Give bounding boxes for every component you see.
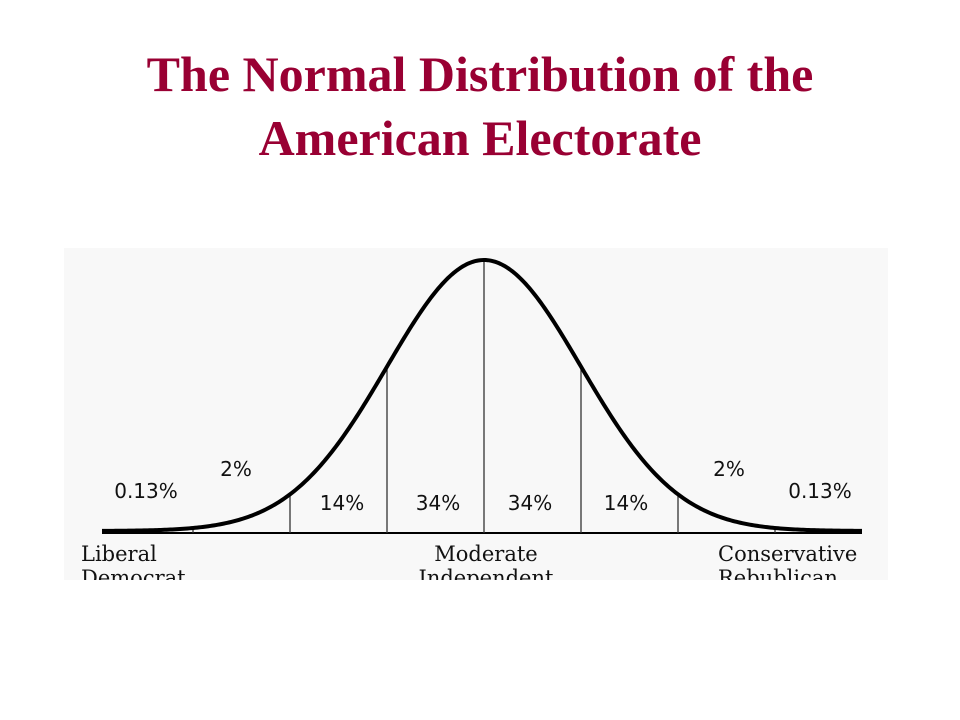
segment-label-right-14: 14%: [604, 491, 648, 515]
axis-label-conservative-2: Rebublican: [718, 566, 838, 580]
segment-label-right-2: 2%: [713, 457, 745, 481]
title-line-1: The Normal Distribution of the: [146, 46, 814, 102]
segment-label-left-2: 2%: [220, 457, 252, 481]
title-line-2: American Electorate: [258, 110, 702, 166]
segment-label-right-tail: 0.13%: [788, 479, 852, 503]
segment-label-left-tail: 0.13%: [114, 479, 178, 503]
axis-label-liberal-1: Liberal: [81, 542, 157, 566]
chart-title: The Normal Distribution of the American …: [0, 42, 960, 170]
axis-label-liberal-2: Democrat: [81, 566, 186, 580]
axis-label-conservative-1: Conservative: [718, 542, 857, 566]
chart-panel: 0.13% 2% 14% 34% 34% 14% 2% 0.13% Liberal Democra…: [64, 248, 888, 580]
axis-label-moderate-1: Moderate: [434, 542, 537, 566]
distribution-curve: [101, 257, 863, 533]
segment-label-left-14: 14%: [320, 491, 364, 515]
segment-label-left-34: 34%: [416, 491, 460, 515]
segment-label-right-34: 34%: [508, 491, 552, 515]
normal-distribution-chart: 0.13% 2% 14% 34% 34% 14% 2% 0.13% LiberalDemocra…: [81, 257, 863, 580]
axis-label-moderate-2: Independent: [419, 566, 554, 580]
